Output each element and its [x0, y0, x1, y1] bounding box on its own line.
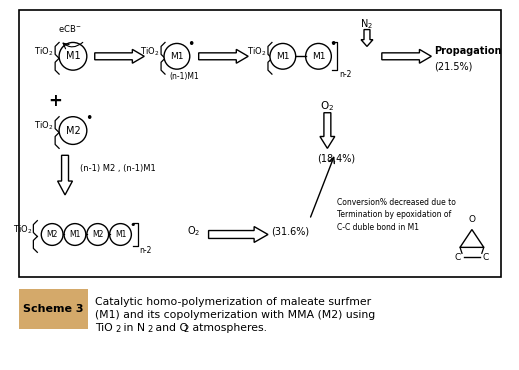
Text: M1: M1 [276, 52, 290, 61]
Circle shape [110, 223, 131, 245]
Text: eCB$^-$: eCB$^-$ [58, 23, 83, 34]
Text: 2: 2 [116, 324, 121, 334]
Text: C: C [483, 253, 489, 262]
Polygon shape [58, 155, 73, 195]
Text: M1: M1 [170, 52, 184, 61]
Text: M1: M1 [65, 51, 80, 61]
Polygon shape [382, 49, 431, 63]
Text: TiO$_2$: TiO$_2$ [247, 45, 266, 58]
Text: n-2: n-2 [339, 70, 352, 79]
Text: TiO$_2$: TiO$_2$ [34, 120, 53, 132]
Polygon shape [361, 30, 373, 46]
Text: M1: M1 [69, 230, 80, 239]
Circle shape [42, 223, 63, 245]
Text: TiO: TiO [95, 323, 113, 333]
FancyBboxPatch shape [19, 10, 501, 277]
Text: TiO$_2$: TiO$_2$ [140, 45, 159, 58]
Text: M1: M1 [115, 230, 126, 239]
Circle shape [64, 223, 86, 245]
Circle shape [59, 117, 87, 144]
Text: (21.5%): (21.5%) [434, 61, 473, 71]
Text: TiO$_2$: TiO$_2$ [34, 45, 53, 58]
Text: n-2: n-2 [139, 246, 152, 255]
Text: •: • [187, 38, 195, 51]
Text: (n-1) M2 , (n-1)M1: (n-1) M2 , (n-1)M1 [80, 164, 156, 173]
Text: +: + [48, 92, 62, 110]
Polygon shape [199, 49, 248, 63]
Text: 2: 2 [184, 324, 189, 334]
Text: Catalytic homo-polymerization of maleate surfmer: Catalytic homo-polymerization of maleate… [95, 297, 371, 307]
Polygon shape [460, 229, 484, 248]
Text: C: C [455, 253, 461, 262]
Circle shape [270, 43, 296, 69]
Text: M2: M2 [65, 125, 80, 135]
Text: O: O [469, 215, 475, 223]
Text: 2: 2 [147, 324, 153, 334]
Circle shape [306, 43, 331, 69]
Text: (18.4%): (18.4%) [318, 153, 356, 163]
Text: (31.6%): (31.6%) [271, 226, 309, 236]
Text: M2: M2 [92, 230, 103, 239]
Text: Conversion% decreased due to
Termination by epoxidation of
C-C duble bond in M1: Conversion% decreased due to Termination… [337, 198, 456, 232]
Polygon shape [209, 226, 268, 242]
Text: M2: M2 [47, 230, 58, 239]
Polygon shape [320, 113, 335, 148]
Circle shape [87, 223, 108, 245]
Text: •: • [85, 112, 92, 125]
Text: and O: and O [152, 323, 188, 333]
Text: •: • [329, 38, 336, 51]
Text: M1: M1 [312, 52, 325, 61]
Text: O$_2$: O$_2$ [187, 225, 200, 238]
Circle shape [59, 43, 87, 70]
Text: (M1) and its copolymerization with MMA (M2) using: (M1) and its copolymerization with MMA (… [95, 310, 375, 320]
Text: atmospheres.: atmospheres. [189, 323, 267, 333]
Text: O$_2$: O$_2$ [320, 99, 334, 113]
FancyBboxPatch shape [19, 289, 88, 329]
Text: •: • [129, 220, 135, 230]
Text: Propagation: Propagation [434, 46, 502, 56]
Text: N$_2$: N$_2$ [361, 17, 374, 31]
Text: TiO$_2$: TiO$_2$ [13, 223, 32, 236]
Text: (n-1)M1: (n-1)M1 [169, 72, 199, 81]
Polygon shape [95, 49, 144, 63]
Text: Scheme 3: Scheme 3 [23, 304, 84, 314]
Text: in N: in N [120, 323, 146, 333]
Circle shape [164, 43, 190, 69]
